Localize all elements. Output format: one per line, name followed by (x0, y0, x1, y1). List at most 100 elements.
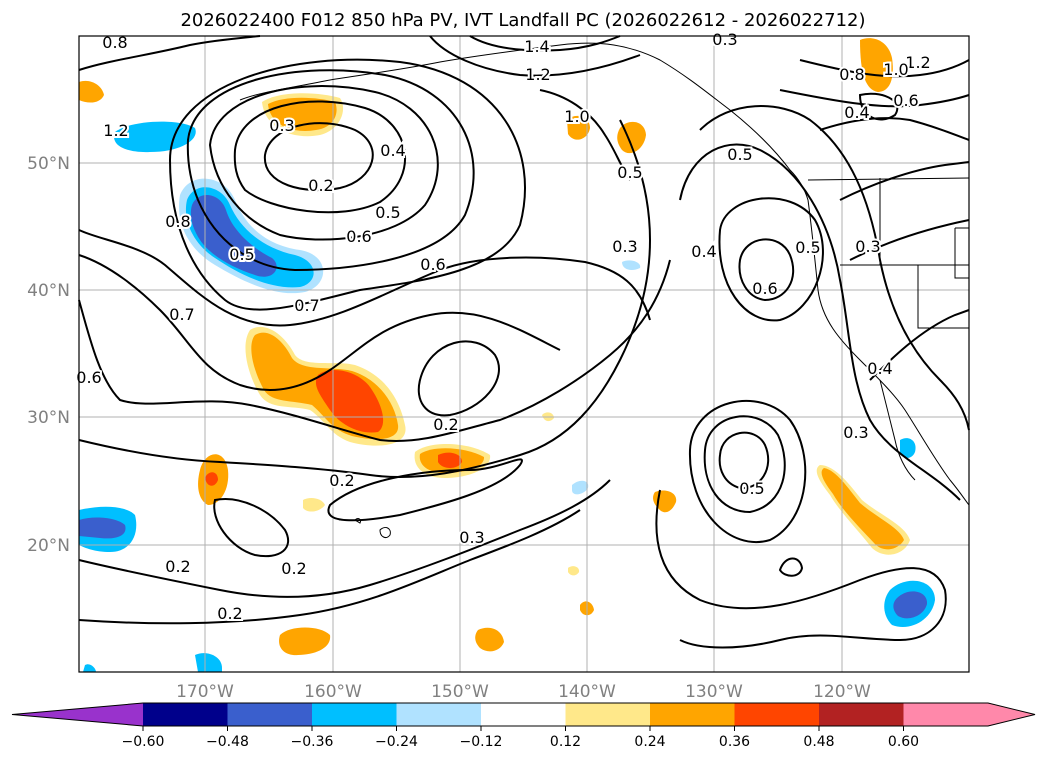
colorbar-extend-max (988, 703, 1035, 726)
contour-line (78, 259, 671, 442)
contour-label: 1.4 (524, 37, 549, 56)
contour-line (78, 254, 561, 391)
pv-pos-blob (79, 80, 104, 103)
colorbar: −0.60 −0.48 −0.36 −0.24 −0.12 0.12 0.24 0.36 0.4… (11, 702, 1036, 750)
colorbar-tick-label: 0.36 (719, 734, 750, 750)
pv-pos-blob (860, 38, 893, 92)
contour-line (78, 509, 581, 625)
lat-label: 50°N (27, 154, 70, 174)
contour-line (539, 89, 631, 181)
contour-label: 0.6 (420, 255, 445, 274)
colorbar-segment (734, 703, 820, 726)
contour-line (699, 105, 970, 431)
contour-line (429, 35, 641, 77)
contour-label: 0.5 (229, 245, 254, 264)
contour-label: 0.5 (617, 163, 642, 182)
colorbar-tick-label: 0.12 (550, 734, 581, 750)
pv-neg-blob (572, 480, 589, 495)
pv-pos-blob (438, 452, 462, 468)
contour-line (233, 100, 406, 214)
pv-neg-blob (83, 664, 96, 672)
colorbar-tick-label: 0.48 (803, 734, 834, 750)
contour-line (655, 489, 947, 649)
colorbar-segment (312, 703, 397, 726)
contour-label: 0.2 (433, 415, 458, 434)
coastlines (239, 42, 970, 538)
contour-line (208, 85, 439, 241)
contour-label: 0.5 (727, 145, 752, 164)
island (379, 527, 391, 538)
map-border (78, 35, 970, 673)
colorbar-tick-label: −0.12 (460, 734, 503, 750)
pv-neg-blob (190, 194, 277, 277)
contour-label: 0.4 (844, 103, 869, 122)
contour-label: 0.3 (843, 423, 868, 442)
coastline (807, 199, 970, 506)
contour-label: 0.6 (752, 279, 777, 298)
contour-label: 0.3 (612, 237, 637, 256)
colorbar-segment (143, 703, 228, 726)
pv-pos-blob (205, 472, 218, 486)
contour-label: 0.3 (459, 528, 484, 547)
contour-label: 0.2 (217, 604, 242, 623)
contour-label: 1.2 (905, 53, 930, 72)
lon-label: 170°W (176, 682, 234, 702)
contour-label: 0.3 (855, 237, 880, 256)
pv-shading (79, 38, 935, 672)
contour-label: 0.3 (712, 30, 737, 49)
contour-line (839, 161, 970, 201)
map-background (79, 36, 969, 672)
contour-line (738, 238, 795, 302)
contour-label: 0.6 (893, 91, 918, 110)
contour-line (778, 557, 804, 577)
colorbar-segment (650, 703, 735, 726)
contour-label: 0.2 (329, 471, 354, 490)
contour-line (679, 143, 961, 501)
contour-labels: 0.8 1.4 1.2 1.2 1.0 0.8 1.0 1.2 0.6 0.4 … (74, 28, 932, 625)
colorbar-segment (481, 703, 566, 726)
colorbar-tick-label: 0.60 (888, 734, 919, 750)
longitude-labels: 170°W 160°W 150°W 140°W 130°W 120°W (176, 682, 871, 702)
contour-line (779, 89, 970, 108)
contour-line (703, 415, 786, 514)
pv-neg-blob (622, 260, 641, 270)
contour-line (799, 59, 970, 78)
contour-line (168, 58, 526, 311)
pv-neg-blob (900, 438, 916, 458)
contour-label: 0.5 (375, 203, 400, 222)
colorbar-tick-label: −0.60 (122, 734, 165, 750)
lat-label: 20°N (27, 536, 70, 556)
border (954, 227, 969, 279)
contour-label: 0.4 (867, 359, 892, 378)
contour-line (263, 122, 374, 192)
colorbar-tick-label: −0.24 (375, 734, 418, 750)
lon-label: 120°W (813, 682, 871, 702)
contour-line (718, 197, 824, 322)
colorbar-segment (565, 703, 651, 726)
contour-label: 1.0 (883, 60, 908, 79)
lon-label: 130°W (685, 682, 743, 702)
contour-line (78, 479, 611, 598)
contour-label: 0.8 (839, 65, 864, 84)
contour-line (718, 431, 770, 490)
lon-label: 140°W (558, 682, 616, 702)
contour-line (78, 119, 652, 479)
contour-label: 0.2 (281, 559, 306, 578)
contour-line (869, 309, 970, 381)
contour-line (849, 219, 970, 261)
contour-line (78, 35, 261, 71)
pv-neg-blob (893, 591, 928, 619)
coastline (239, 42, 809, 201)
pv-pos-blob (568, 566, 580, 576)
lon-label: 160°W (304, 682, 362, 702)
pv-pos-blob (279, 627, 331, 656)
ivt-contours (78, 35, 970, 649)
pv-pos-blob (303, 497, 325, 512)
contour-label: 1.2 (525, 65, 550, 84)
contour-label: 0.2 (308, 176, 333, 195)
contour-line (688, 399, 807, 543)
contour-label: 0.5 (795, 238, 820, 257)
pv-neg-blob (79, 517, 126, 539)
island (334, 517, 361, 524)
